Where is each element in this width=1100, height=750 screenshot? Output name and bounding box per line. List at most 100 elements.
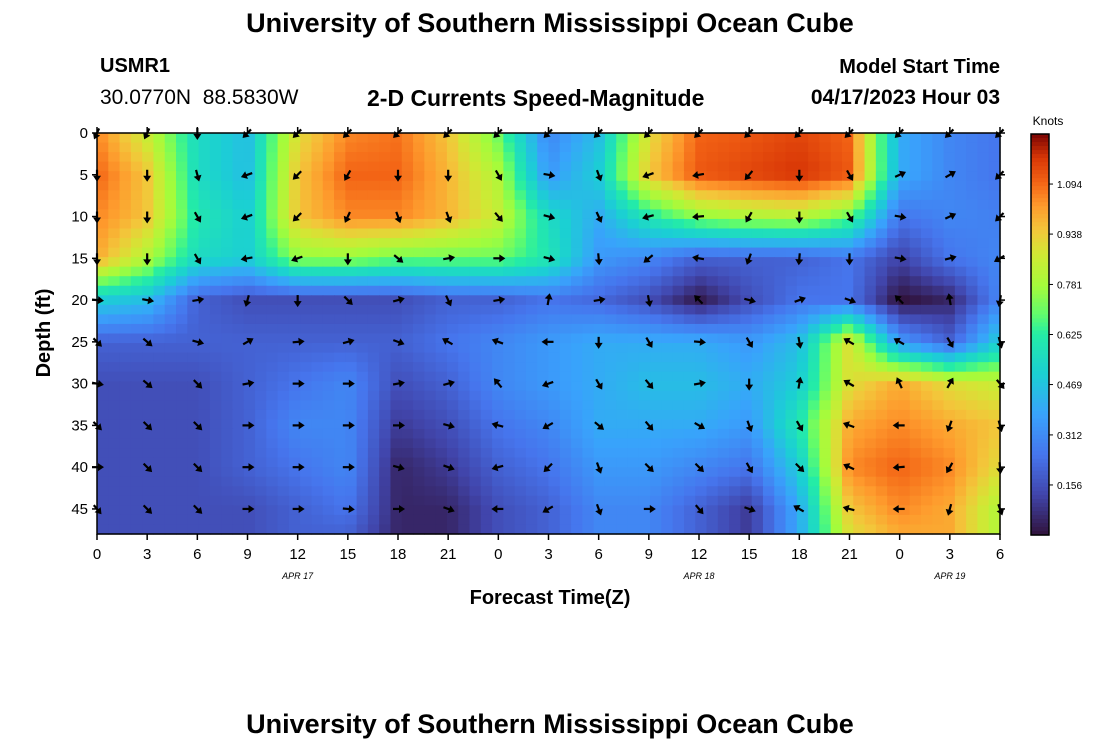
current-arrow — [694, 504, 704, 515]
heatmap-cell — [988, 457, 1001, 468]
heatmap-cell — [266, 323, 279, 335]
heatmap-cell — [954, 476, 967, 487]
heatmap-cell — [458, 228, 471, 239]
heatmap-cell — [390, 400, 403, 411]
heatmap-cell — [413, 419, 425, 430]
heatmap-cell — [977, 428, 990, 440]
heatmap-cell — [943, 476, 956, 487]
heatmap-cell — [717, 161, 730, 172]
heatmap-cell — [356, 314, 369, 325]
heatmap-cell — [153, 257, 166, 268]
heatmap-cell — [627, 438, 640, 449]
heatmap-cell — [469, 438, 482, 449]
heatmap-cell — [808, 390, 820, 401]
heatmap-cell — [424, 257, 437, 268]
heatmap-cell — [379, 199, 392, 210]
heatmap-cell — [480, 505, 493, 516]
heatmap-cell — [300, 228, 313, 239]
heatmap-cell — [164, 295, 177, 306]
heatmap-cell — [537, 142, 550, 153]
current-arrow — [844, 296, 857, 305]
heatmap-cell — [853, 343, 866, 354]
heatmap-cell — [706, 228, 719, 239]
heatmap-cell — [514, 524, 527, 535]
heatmap-cell — [582, 209, 595, 220]
heatmap-cell — [480, 467, 493, 478]
heatmap-cell — [537, 209, 550, 220]
heatmap-cell — [130, 495, 143, 506]
current-arrow — [543, 171, 556, 179]
heatmap-cell — [142, 428, 155, 440]
heatmap-cell — [751, 438, 764, 449]
heatmap-cell — [119, 133, 132, 144]
colorbar-segment — [1031, 170, 1049, 175]
heatmap-cell — [379, 428, 392, 440]
heatmap-cell — [266, 457, 279, 468]
heatmap-cell — [762, 142, 775, 153]
heatmap-cell — [661, 428, 674, 440]
heatmap-cell — [537, 152, 550, 163]
heatmap-cell — [503, 352, 516, 363]
heatmap-cell — [277, 486, 290, 497]
heatmap-cell — [943, 323, 956, 335]
heatmap-cell — [221, 495, 234, 506]
heatmap-cell — [729, 247, 741, 258]
heatmap-cell — [909, 476, 922, 487]
heatmap-cell — [142, 314, 155, 325]
heatmap-cell — [604, 419, 617, 430]
heatmap-cell — [954, 133, 967, 144]
heatmap-cell — [322, 476, 335, 487]
heatmap-cell — [379, 524, 392, 535]
heatmap-cell — [582, 390, 595, 401]
heatmap-cell — [446, 247, 459, 258]
heatmap-cell — [672, 257, 685, 268]
heatmap-cell — [638, 505, 651, 516]
heatmap-cell — [413, 238, 425, 249]
heatmap-cell — [232, 438, 245, 449]
heatmap-cell — [582, 343, 595, 354]
heatmap-cell — [345, 276, 358, 287]
heatmap-cell — [661, 266, 674, 277]
heatmap-cell — [525, 448, 538, 459]
heatmap-cell — [548, 323, 561, 335]
heatmap-cell — [232, 486, 245, 497]
heatmap-cell — [751, 419, 764, 430]
heatmap-cell — [966, 457, 979, 468]
heatmap-cell — [740, 238, 753, 249]
heatmap-cell — [503, 247, 516, 258]
heatmap-cell — [311, 152, 324, 163]
heatmap-cell — [796, 457, 809, 468]
heatmap-cell — [751, 180, 764, 191]
heatmap-cell — [762, 209, 775, 220]
heatmap-cell — [221, 362, 234, 373]
heatmap-cell — [819, 448, 832, 459]
heatmap-cell — [616, 218, 629, 230]
heatmap-cell — [480, 218, 493, 230]
heatmap-cell — [706, 180, 719, 191]
heatmap-cell — [322, 343, 335, 354]
heatmap-cell — [954, 218, 967, 230]
current-arrow — [292, 504, 305, 513]
y-axis-label: Depth (ft) — [33, 289, 55, 378]
heatmap-cell — [932, 409, 945, 421]
heatmap-cell — [243, 448, 256, 459]
heatmap-cell — [435, 514, 448, 526]
heatmap-cell — [785, 257, 798, 268]
heatmap-cell — [887, 247, 900, 258]
heatmap-cell — [142, 495, 155, 506]
heatmap-cell — [966, 524, 979, 535]
heatmap-cell — [311, 514, 324, 526]
heatmap-cell — [841, 457, 854, 468]
heatmap-cell — [266, 295, 279, 306]
heatmap-cell — [424, 448, 437, 459]
heatmap-cell — [446, 152, 459, 163]
heatmap-cell — [650, 266, 662, 277]
heatmap-cell — [367, 419, 380, 430]
heatmap-cell — [153, 333, 166, 344]
heatmap-cell — [683, 352, 696, 363]
heatmap-cell — [288, 295, 301, 306]
heatmap-cell — [548, 199, 561, 210]
heatmap-cell — [266, 448, 279, 459]
heatmap-cell — [334, 276, 346, 287]
heatmap-cell — [435, 218, 448, 230]
